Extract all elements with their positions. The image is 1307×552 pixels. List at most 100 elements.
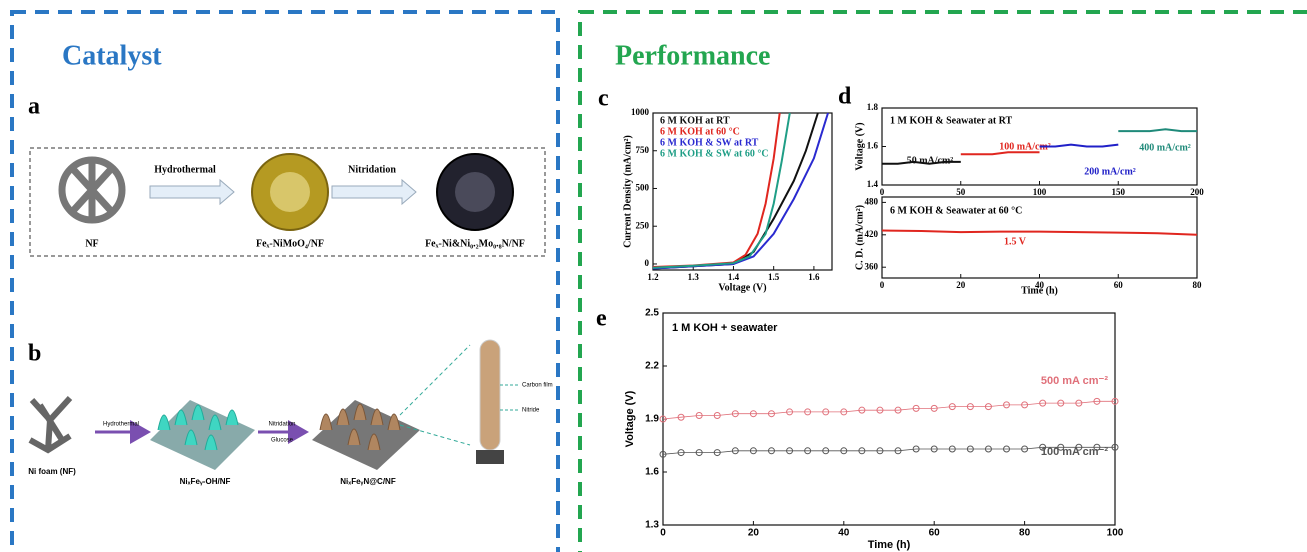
x-tick-label: 40 — [1035, 280, 1045, 290]
data-point — [695, 449, 703, 457]
y-tick-label: 0 — [645, 258, 650, 268]
data-point — [984, 445, 992, 453]
zoom-lines — [399, 344, 471, 446]
legend-label: 1.5 V — [1004, 236, 1027, 247]
arrow — [149, 178, 235, 206]
arrow-label: Nitridation — [268, 422, 295, 428]
panel-label: c — [598, 86, 609, 112]
x-tick-label: 100 — [1033, 187, 1047, 197]
y-axis-label: C. D. (mA/cm²) — [854, 205, 865, 270]
step-label: Ni foam (NF) — [28, 467, 76, 476]
data-point — [1057, 399, 1065, 407]
data-point — [930, 445, 938, 453]
legend-label: 50 mA/cm² — [907, 155, 954, 166]
x-axis-label: Time (h) — [868, 539, 911, 551]
x-tick-label: 1.2 — [647, 272, 659, 282]
y-tick-label: 1.6 — [645, 467, 659, 478]
diagram-box — [29, 147, 546, 257]
panel-label: d — [838, 84, 852, 110]
series-line — [960, 151, 1040, 156]
legend-label: 400 mA/cm² — [1139, 142, 1191, 153]
data-point — [1039, 399, 1047, 407]
panel-label: b — [28, 341, 41, 367]
y-tick-label: 750 — [636, 145, 650, 155]
catalyst-title: Catalyst — [62, 40, 162, 71]
data-point — [912, 404, 920, 412]
arrow-label: Nitridation — [348, 164, 396, 175]
data-point — [749, 447, 757, 455]
y-tick-label: 1.9 — [645, 414, 659, 425]
y-tick-label: 420 — [865, 229, 879, 239]
x-tick-label: 1.6 — [808, 272, 820, 282]
annotation: 1 M KOH & Seawater at RT — [890, 115, 1013, 126]
legend-label: 6 M KOH & SW at 60 °C — [660, 148, 769, 159]
n-substrate — [312, 400, 420, 470]
data-point — [948, 403, 956, 411]
x-tick-label: 100 — [1107, 528, 1124, 539]
performance-title: Performance — [615, 40, 770, 71]
y-tick-label: 1.3 — [645, 520, 659, 531]
black-particle-core — [455, 172, 495, 212]
data-point — [677, 449, 685, 457]
x-tick-label: 200 — [1190, 187, 1204, 197]
data-point — [804, 447, 812, 455]
data-point — [840, 408, 848, 416]
x-tick-label: 1.5 — [768, 272, 780, 282]
y-tick-label: 250 — [636, 220, 650, 230]
x-axis-label: Voltage (V) — [718, 282, 766, 293]
pillar — [479, 339, 501, 451]
plot-frame — [652, 112, 833, 271]
data-point — [822, 408, 830, 416]
annotation: 1 M KOH + seawater — [672, 322, 778, 334]
y-tick-label: 2.2 — [645, 361, 659, 372]
oh-sheets — [157, 404, 239, 451]
x-tick-label: 60 — [1114, 280, 1124, 290]
data-point — [1003, 401, 1011, 409]
y-axis-label: Voltage (V) — [854, 122, 865, 170]
data-point — [1111, 397, 1119, 405]
series-trace — [662, 400, 1115, 420]
y-tick-label: 1.8 — [867, 102, 879, 112]
data-point — [786, 447, 794, 455]
x-tick-label: 80 — [1019, 528, 1031, 539]
x-tick-label: 0 — [880, 187, 885, 197]
data-point — [767, 447, 775, 455]
y-tick-label: 480 — [865, 196, 879, 206]
data-point — [731, 447, 739, 455]
x-axis-label: Time (h) — [1021, 285, 1058, 296]
data-point — [677, 413, 685, 421]
ni-foam — [28, 395, 73, 454]
step-label: NiₓFeᵧN@C/NF — [340, 477, 396, 486]
arrow-label: Glucose — [271, 438, 294, 444]
data-point — [894, 406, 902, 414]
data-point — [1039, 443, 1047, 451]
data-point — [659, 450, 667, 458]
x-tick-label: 50 — [956, 187, 966, 197]
y-tick-label: 360 — [865, 261, 879, 271]
series-line — [881, 229, 1198, 236]
data-point — [713, 449, 721, 457]
data-point — [749, 410, 757, 418]
x-tick-label: 1.4 — [728, 272, 740, 282]
x-tick-label: 20 — [748, 528, 760, 539]
data-point — [1003, 445, 1011, 453]
x-tick-label: 40 — [838, 528, 850, 539]
step-label: Feₓ-Ni&Ni₀.₂Mo₀.₈N/NF — [425, 238, 525, 249]
data-point — [1075, 443, 1083, 451]
series-line — [1118, 128, 1197, 133]
data-point — [1075, 399, 1083, 407]
legend-label: 100 mA cm⁻² — [1041, 446, 1108, 458]
legend-label: 100 mA/cm² — [999, 141, 1051, 152]
data-point — [858, 406, 866, 414]
data-point — [1021, 445, 1029, 453]
data-point — [1111, 443, 1119, 451]
y-axis-label: Voltage (V) — [624, 390, 636, 447]
panel-label: e — [596, 306, 607, 332]
x-tick-label: 0 — [660, 528, 666, 539]
series-line — [882, 160, 961, 165]
catalyst-frame — [10, 10, 560, 552]
data-point — [1057, 443, 1065, 451]
y-tick-label: 1000 — [631, 107, 650, 117]
data-point — [804, 408, 812, 416]
